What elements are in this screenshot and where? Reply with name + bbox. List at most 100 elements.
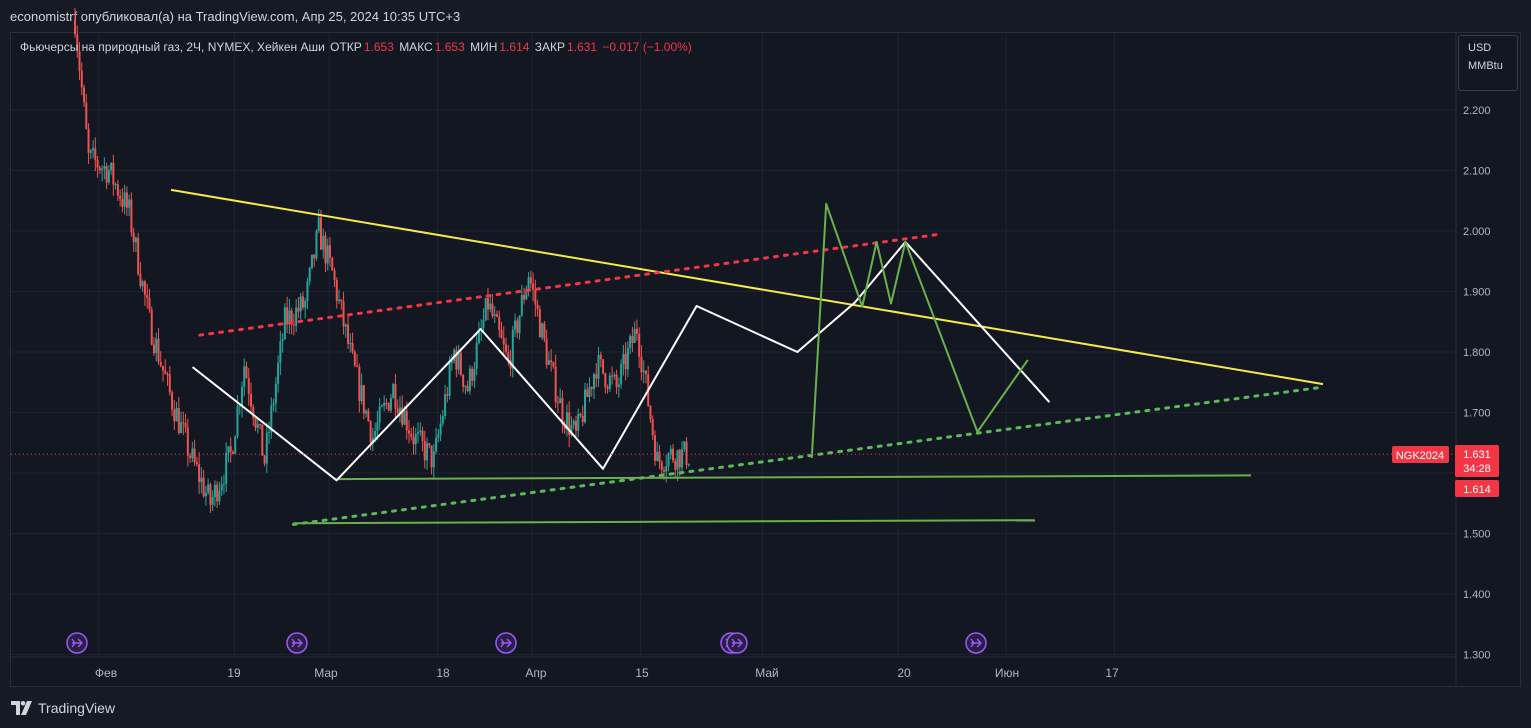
candle-body	[489, 303, 492, 310]
candle-body	[225, 453, 228, 484]
candle-body	[250, 393, 253, 407]
candle-body	[407, 430, 410, 434]
candle-body	[651, 419, 654, 436]
candle-body	[507, 351, 510, 361]
tradingview-logo[interactable]: TradingView	[11, 700, 115, 716]
candle-body	[107, 170, 110, 183]
low-value: 1.614	[499, 40, 530, 54]
candle-body	[308, 267, 311, 282]
event-markers[interactable]	[66, 632, 987, 654]
x-tick-label: 18	[436, 666, 450, 680]
event-marker-icon[interactable]	[66, 632, 88, 654]
candle-body	[365, 410, 368, 414]
candle-body	[78, 51, 81, 71]
open-label: ОТКР	[330, 40, 362, 54]
candle-body	[310, 254, 313, 268]
candle-body	[624, 353, 627, 370]
candle-body	[184, 423, 187, 428]
candle-body	[649, 405, 652, 420]
yellow-trendline[interactable]	[170, 188, 1324, 386]
candle-body	[234, 436, 237, 454]
candle-body	[358, 366, 361, 402]
candle-body	[216, 484, 219, 502]
candle-body	[595, 374, 598, 379]
candle-body	[405, 410, 408, 431]
candle-body	[292, 324, 295, 326]
candle-body	[620, 364, 623, 385]
y-tick-label: 1.900	[1463, 287, 1491, 299]
candle-body	[683, 441, 686, 450]
candle-body	[579, 413, 582, 416]
candle-body	[613, 374, 616, 377]
candle-body	[263, 455, 266, 464]
event-marker-icon[interactable]	[726, 632, 748, 654]
candle-body	[162, 365, 165, 371]
candle-body	[435, 437, 438, 452]
candle-body	[432, 451, 435, 468]
candle-body	[105, 166, 108, 183]
y-tick-label: 1.300	[1463, 650, 1491, 662]
price-tags: NGK2024 1.631 34:28 1.614	[11, 445, 1499, 497]
candle-body	[523, 295, 526, 300]
candle-body	[498, 316, 501, 331]
candle-body	[644, 370, 647, 375]
candle-body	[168, 374, 171, 393]
candle-body	[281, 339, 284, 342]
candle-body	[674, 460, 677, 470]
candle-body	[676, 450, 679, 470]
x-axis: Фев 19 Мар 18 Апр 15 Май 20 Июн 17	[11, 656, 1456, 680]
x-tick-label: Май	[755, 666, 779, 680]
candle-body	[590, 387, 593, 389]
candle-body	[229, 446, 232, 452]
candle-body	[166, 374, 169, 376]
candle-body	[550, 360, 553, 363]
candle-body	[617, 384, 620, 387]
candle-body	[437, 434, 440, 438]
candle-body	[256, 424, 259, 428]
green-projection[interactable]	[810, 202, 1029, 458]
candle-body	[186, 427, 189, 456]
open-value: 1.653	[363, 40, 394, 54]
candle-body	[538, 309, 541, 338]
candle-body	[180, 422, 183, 434]
candle-body	[274, 383, 277, 404]
chart-frame[interactable]	[10, 32, 1521, 687]
candle-body	[340, 299, 343, 302]
candle-body	[301, 296, 304, 308]
candle-body	[588, 387, 591, 398]
currency-unit-selector[interactable]: USD MMBtu	[1458, 35, 1518, 91]
candle-body	[207, 484, 210, 493]
y-tick-label: 1.700	[1463, 408, 1491, 420]
published-info: economistrf опубликовал(а) на TradingVie…	[10, 9, 461, 24]
candle-body	[403, 410, 406, 425]
high-label: МАКС	[399, 40, 433, 54]
green-dotted-support[interactable]	[291, 385, 1325, 526]
candle-body	[146, 294, 149, 299]
candle-body	[125, 192, 128, 208]
candle-body	[304, 300, 307, 308]
event-marker-icon[interactable]	[965, 632, 987, 654]
red-dotted-resistance[interactable]	[198, 232, 943, 337]
candle-body	[92, 148, 95, 151]
candle-body	[554, 366, 557, 403]
green-horizontal-upper[interactable]	[336, 474, 1252, 481]
currency-label: USD	[1468, 42, 1492, 54]
candle-body	[272, 403, 275, 406]
white-zigzag[interactable]	[191, 240, 1051, 482]
candle-body	[132, 232, 135, 243]
candle-body	[392, 384, 395, 399]
event-marker-icon[interactable]	[495, 632, 517, 654]
candle-body	[182, 422, 185, 424]
candle-body	[565, 412, 568, 429]
candle-body	[376, 422, 379, 431]
candle-body	[259, 424, 262, 426]
green-horizontal-lower[interactable]	[293, 519, 1036, 525]
candle-body	[148, 298, 151, 310]
candle-body	[356, 365, 359, 367]
event-marker-icon[interactable]	[286, 632, 308, 654]
candle-body	[333, 270, 336, 281]
candle-body	[141, 281, 144, 287]
candle-body	[532, 283, 535, 290]
close-label: ЗАКР	[534, 40, 566, 54]
